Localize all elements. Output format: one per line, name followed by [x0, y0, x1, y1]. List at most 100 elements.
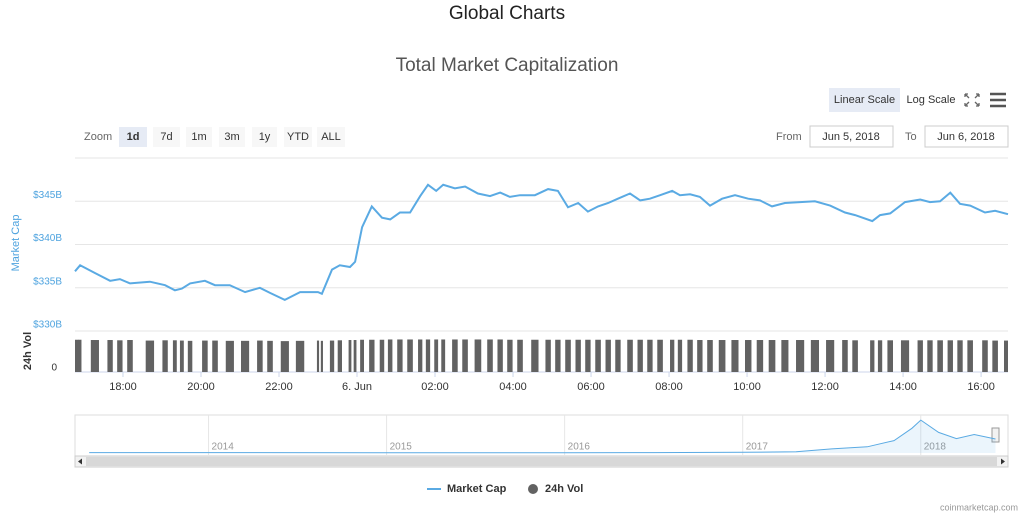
zoom-button-label[interactable]: 1m [191, 131, 206, 143]
y-tick-label: $330B [33, 320, 62, 331]
to-value: Jun 6, 2018 [937, 131, 995, 143]
y-tick-label: $345B [33, 190, 62, 201]
volume-bar [842, 340, 848, 372]
volume-bar [687, 339, 693, 372]
volume-bar [555, 339, 561, 372]
vol-tick-label: 0 [51, 363, 57, 374]
x-tick-label: 22:00 [265, 381, 293, 393]
volume-bar [212, 340, 218, 372]
volume-bar [745, 340, 752, 372]
y-tick-label: $335B [33, 276, 62, 287]
zoom-button[interactable] [186, 127, 212, 147]
volume-bar [202, 340, 208, 372]
x-tick-label: 18:00 [109, 381, 137, 393]
volume-bar [992, 340, 998, 372]
volume-bar [75, 339, 79, 372]
volume-bar [107, 340, 113, 372]
x-tick-label: 04:00 [499, 381, 527, 393]
volume-bar [462, 339, 468, 372]
menu-icon[interactable] [990, 92, 1006, 108]
x-tick-label: 20:00 [187, 381, 215, 393]
volume-bar [316, 340, 320, 372]
volume-bar [947, 340, 953, 372]
zoom-button[interactable] [284, 127, 312, 147]
volume-bar [900, 340, 910, 372]
navigator-line [89, 419, 996, 454]
legend-label[interactable]: Market Cap [447, 483, 507, 495]
zoom-button-label[interactable]: ALL [321, 131, 341, 143]
volume-bar [452, 339, 458, 372]
scrollbar-thumb[interactable] [86, 457, 997, 466]
volume-bar [379, 339, 385, 372]
from-value: Jun 5, 2018 [822, 131, 880, 143]
volume-bar [796, 340, 805, 372]
fullscreen-icon[interactable] [964, 93, 980, 107]
volume-bar [369, 339, 375, 372]
volume-bar [348, 340, 352, 372]
scale-button-label[interactable]: Log Scale [907, 94, 956, 106]
zoom-label: Zoom [84, 131, 112, 143]
volume-bar [397, 339, 403, 372]
zoom-button[interactable] [317, 127, 345, 147]
x-tick-label: 16:00 [967, 381, 995, 393]
volume-bar [187, 340, 193, 372]
volume-bar [434, 339, 439, 372]
x-tick-label: 10:00 [733, 381, 761, 393]
volume-bar [517, 339, 523, 372]
navigator-tick-label: 2014 [212, 442, 235, 453]
zoom-button-label[interactable]: 1y [259, 131, 271, 143]
volume-bar [627, 339, 633, 372]
volume-bar [172, 340, 177, 372]
y-tick-label: $340B [33, 233, 62, 244]
x-tick-label: 02:00 [421, 381, 449, 393]
navigator-tick-label: 2017 [746, 442, 769, 453]
volume-bar [937, 340, 943, 372]
volume-bar [360, 339, 365, 372]
zoom-button[interactable] [219, 127, 245, 147]
to-input[interactable] [924, 125, 1009, 148]
navigator-area [89, 420, 996, 453]
volume-bar [162, 340, 168, 372]
navigator-tick-label: 2016 [568, 442, 591, 453]
legend-dot[interactable] [528, 484, 538, 494]
volume-bar [575, 339, 581, 372]
to-label: To [905, 131, 917, 143]
from-input[interactable] [809, 125, 894, 148]
volume-bar [707, 340, 713, 372]
volume-bar [78, 339, 82, 372]
volume-bar [870, 340, 875, 372]
navigator-tick-label: 2018 [924, 442, 947, 453]
zoom-button[interactable] [153, 127, 180, 147]
volume-bar [810, 340, 820, 372]
zoom-button[interactable] [252, 127, 277, 147]
volume-bar [887, 340, 893, 372]
zoom-button-label[interactable]: 1d [127, 131, 140, 143]
scale-button[interactable] [829, 88, 900, 112]
scale-button-label[interactable]: Linear Scale [834, 94, 895, 106]
volume-bar [545, 339, 551, 372]
volume-bar [957, 340, 963, 372]
volume-bar [615, 339, 621, 372]
volume-bar [240, 340, 250, 372]
volume-bar [768, 340, 776, 372]
volume-bar [257, 340, 263, 372]
volume-bar [647, 339, 653, 372]
volume-bar [982, 340, 988, 372]
volume-bar [565, 339, 571, 372]
zoom-button-label[interactable]: YTD [287, 131, 309, 143]
zoom-button-label[interactable]: 7d [160, 131, 172, 143]
volume-bar [320, 340, 323, 372]
x-tick-label: 06:00 [577, 381, 605, 393]
volume-bar [917, 340, 923, 372]
vol-axis-title: 24h Vol [22, 332, 34, 370]
legend-label[interactable]: 24h Vol [545, 483, 583, 495]
volume-bar [295, 340, 305, 372]
volume-bar [877, 340, 883, 372]
navigator-handle[interactable] [991, 427, 1000, 443]
volume-bar [1004, 340, 1008, 372]
volume-bar [353, 340, 357, 372]
zoom-button[interactable] [119, 127, 147, 147]
volume-bar [407, 339, 413, 372]
zoom-button-label[interactable]: 3m [224, 131, 239, 143]
